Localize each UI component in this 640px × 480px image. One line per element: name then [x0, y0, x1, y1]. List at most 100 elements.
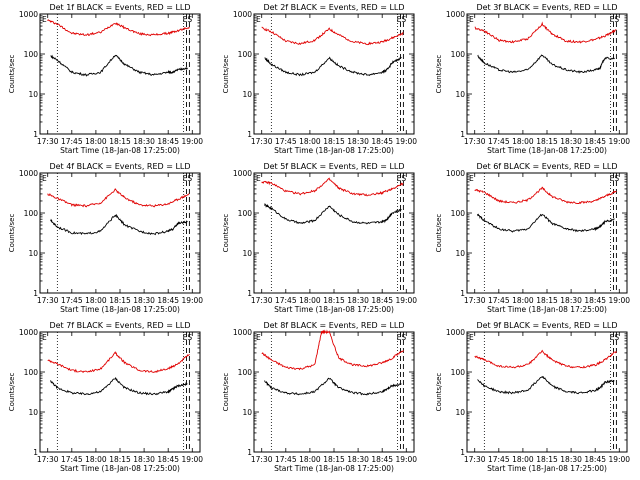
- chart-panel-7: Det 7f BLACK = Events, RED = LLD 1 10 100 10…: [8, 321, 203, 473]
- corner-label: ES: [397, 333, 407, 342]
- x-tick-label: 17:45: [61, 455, 83, 464]
- x-tick-label: 18:15: [109, 455, 131, 464]
- y-tick-label: 10: [455, 408, 465, 417]
- chart-title: Det 3f BLACK = Events, RED = LLD: [476, 3, 617, 12]
- x-tick-label: 18:45: [584, 455, 606, 464]
- series-line-events: [264, 56, 402, 77]
- y-tick-label: 100: [451, 209, 466, 218]
- x-tick-label: 17:30: [464, 137, 486, 146]
- series-line-events: [264, 377, 402, 396]
- y-tick-label: 1: [33, 448, 38, 457]
- series-line-events: [50, 54, 188, 77]
- y-tick-label: 100: [451, 368, 466, 377]
- x-axis-label: Start Time (18-Jan-08 17:25:00): [274, 305, 394, 314]
- y-tick-label: 1: [460, 289, 465, 298]
- series-line-lld: [47, 351, 190, 374]
- y-axis-label: Counts/sec: [435, 214, 443, 253]
- x-tick-label: 18:15: [323, 455, 345, 464]
- x-tick-label: 19:00: [608, 296, 630, 305]
- x-axis-label: Start Time (18-Jan-08 17:25:00): [487, 146, 607, 155]
- y-axis-label: Counts/sec: [8, 55, 16, 94]
- y-tick-label: 1000: [233, 328, 252, 337]
- x-tick-label: 19:00: [395, 137, 417, 146]
- y-tick-label: 1: [460, 448, 465, 457]
- y-tick-label: 1000: [446, 10, 465, 19]
- chart-title: Det 2f BLACK = Events, RED = LLD: [263, 3, 404, 12]
- x-tick-label: 19:00: [395, 455, 417, 464]
- plot-frame: [466, 13, 628, 135]
- corner-label: E: [256, 333, 261, 342]
- y-tick-label: 1000: [233, 169, 252, 178]
- x-tick-label: 18:45: [157, 137, 179, 146]
- x-tick-label: 19:00: [395, 296, 417, 305]
- series-line-lld: [261, 329, 404, 371]
- y-tick-label: 100: [24, 50, 39, 59]
- plot-frame: [466, 172, 628, 294]
- series-line-events: [50, 376, 188, 396]
- corner-label: E: [256, 174, 261, 183]
- x-tick-label: 18:15: [536, 455, 558, 464]
- x-tick-label: 17:30: [464, 455, 486, 464]
- y-tick-label: 10: [242, 408, 252, 417]
- y-tick-label: 10: [28, 90, 38, 99]
- x-tick-label: 18:30: [133, 137, 155, 146]
- x-tick-label: 18:45: [157, 455, 179, 464]
- x-tick-label: 17:45: [488, 455, 510, 464]
- corner-label: ES: [610, 15, 620, 24]
- plot-frame: [466, 331, 628, 453]
- x-tick-label: 17:30: [37, 137, 59, 146]
- y-tick-label: 10: [28, 249, 38, 258]
- x-tick-label: 18:15: [323, 296, 345, 305]
- series-line-lld: [474, 21, 617, 44]
- series-line-events: [477, 375, 615, 395]
- y-tick-label: 1: [247, 130, 252, 139]
- x-tick-label: 18:00: [512, 455, 534, 464]
- chart-title: Det 6f BLACK = Events, RED = LLD: [476, 162, 617, 171]
- corner-label: E: [469, 174, 474, 183]
- chart-panel-9: Det 9f BLACK = Events, RED = LLD 1 10 100 10…: [435, 321, 630, 473]
- chart-title: Det 8f BLACK = Events, RED = LLD: [263, 321, 404, 330]
- series-line-lld: [261, 177, 404, 197]
- x-tick-label: 19:00: [181, 137, 203, 146]
- x-tick-label: 18:00: [299, 137, 321, 146]
- corner-label: E: [42, 15, 47, 24]
- y-tick-label: 10: [28, 408, 38, 417]
- y-tick-label: 1000: [233, 10, 252, 19]
- y-tick-label: 1: [460, 130, 465, 139]
- x-tick-label: 17:45: [275, 296, 297, 305]
- x-tick-label: 18:30: [133, 455, 155, 464]
- x-axis-label: Start Time (18-Jan-08 17:25:00): [274, 464, 394, 473]
- x-tick-label: 18:30: [347, 296, 369, 305]
- plot-frame: [253, 172, 415, 294]
- y-tick-label: 1: [247, 448, 252, 457]
- y-tick-label: 100: [238, 368, 253, 377]
- x-tick-label: 18:30: [347, 137, 369, 146]
- y-tick-label: 100: [451, 50, 466, 59]
- x-tick-label: 17:30: [251, 137, 273, 146]
- x-tick-label: 19:00: [608, 455, 630, 464]
- x-tick-label: 18:00: [512, 296, 534, 305]
- x-tick-label: 18:45: [157, 296, 179, 305]
- y-tick-label: 1: [33, 130, 38, 139]
- y-tick-label: 100: [24, 368, 39, 377]
- x-tick-label: 18:00: [85, 455, 107, 464]
- chart-title: Det 9f BLACK = Events, RED = LLD: [476, 321, 617, 330]
- x-tick-label: 18:00: [85, 137, 107, 146]
- x-tick-label: 18:30: [347, 455, 369, 464]
- corner-label: E: [42, 174, 47, 183]
- x-tick-label: 18:30: [560, 296, 582, 305]
- y-tick-label: 10: [242, 249, 252, 258]
- y-tick-label: 1000: [19, 10, 38, 19]
- x-axis-label: Start Time (18-Jan-08 17:25:00): [60, 146, 180, 155]
- corner-label: ES: [397, 15, 407, 24]
- chart-title: Det 7f BLACK = Events, RED = LLD: [49, 321, 190, 330]
- y-tick-label: 1000: [446, 169, 465, 178]
- x-tick-label: 18:00: [299, 296, 321, 305]
- x-tick-label: 18:15: [323, 137, 345, 146]
- plot-frame: [39, 172, 201, 294]
- x-tick-label: 17:45: [275, 455, 297, 464]
- x-tick-label: 18:45: [371, 137, 393, 146]
- x-tick-label: 17:30: [251, 455, 273, 464]
- corner-label: E: [42, 333, 47, 342]
- x-tick-label: 17:30: [464, 296, 486, 305]
